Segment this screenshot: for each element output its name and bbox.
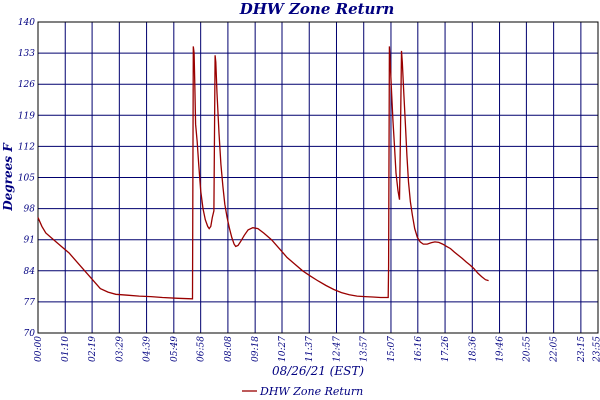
y-tick-label: 70 (24, 329, 36, 339)
grid-lines (38, 22, 598, 333)
x-tick-label: 16:16 (414, 336, 424, 362)
chart-title: DHW Zone Return (239, 0, 395, 18)
x-tick-label: 17:26 (441, 336, 451, 362)
x-tick-label: 23:55 (592, 336, 600, 363)
y-tick-label: 91 (24, 236, 35, 246)
y-tick-label: 98 (24, 205, 36, 215)
legend: DHW Zone Return (242, 385, 363, 398)
x-tick-label: 01:10 (61, 336, 71, 362)
y-tick-labels: 70 77 84 91 98 105 112 119 126 133 140 (18, 18, 35, 339)
y-tick-label: 119 (18, 111, 35, 121)
x-tick-label: 19:46 (496, 336, 506, 362)
x-tick-label: 15:07 (387, 336, 397, 362)
x-tick-label: 18:36 (468, 336, 478, 362)
x-tick-label: 04:39 (143, 336, 153, 362)
x-tick-label: 20:55 (522, 336, 532, 363)
x-tick-labels: 00:00 01:10 02:19 03:29 04:39 05:49 06:58 08:08… (34, 336, 600, 363)
x-tick-label: 22:05 (550, 336, 560, 363)
y-tick-label: 84 (24, 267, 36, 277)
y-tick-label: 140 (18, 18, 35, 28)
x-tick-label: 08:08 (224, 336, 234, 362)
y-tick-label: 112 (18, 142, 35, 152)
x-tick-label: 00:00 (34, 336, 44, 362)
x-tick-label: 02:19 (88, 336, 98, 362)
x-tick-label: 06:58 (197, 336, 207, 362)
x-tick-label: 03:29 (115, 336, 125, 362)
x-tick-label: 13:57 (360, 336, 370, 362)
series-line-dhw-zone-return (37, 46, 489, 300)
x-tick-label: 09:18 (251, 336, 261, 362)
plot-frame (37, 21, 599, 334)
y-tick-label: 126 (18, 80, 35, 90)
y-axis-label: Degrees F (1, 142, 15, 212)
x-tick-label: 12:47 (332, 336, 342, 362)
x-axis-label: 08/26/21 (EST) (272, 364, 364, 378)
x-tick-label: 05:49 (170, 336, 180, 362)
x-tick-label: 10:27 (278, 336, 288, 362)
y-tick-label: 133 (18, 49, 35, 59)
legend-label: DHW Zone Return (259, 385, 363, 398)
x-tick-label: 23:15 (577, 336, 587, 363)
y-tick-label: 105 (18, 174, 35, 184)
x-tick-label: 11:37 (305, 336, 315, 362)
y-tick-label: 77 (24, 298, 36, 308)
